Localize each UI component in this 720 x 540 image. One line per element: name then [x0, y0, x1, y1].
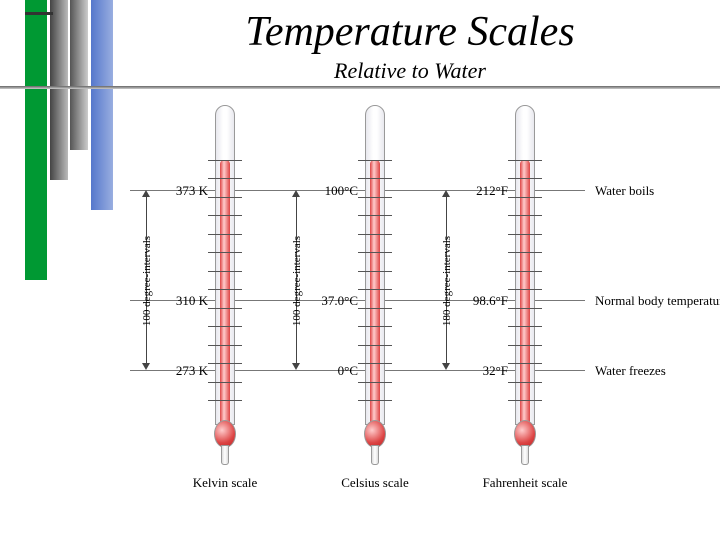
thermo-bulb [514, 420, 536, 448]
thermo-stem [521, 445, 529, 465]
celsius-freeze: 0°C [310, 363, 358, 379]
decor-bar-green [25, 0, 47, 280]
scale-name-celsius: Celsius scale [310, 475, 440, 491]
thermo-bulb [214, 420, 236, 448]
decor-bar-gray [50, 0, 68, 180]
label-water-freezes: Water freezes [595, 363, 666, 379]
thermo-stem [371, 445, 379, 465]
thermometer-diagram: Water boils Normal body temperature Wate… [130, 105, 710, 525]
celsius-body: 37.0°C [310, 293, 358, 309]
scale-name-kelvin: Kelvin scale [160, 475, 290, 491]
decor-dash [25, 12, 53, 15]
label-body-temp: Normal body temperature [595, 293, 720, 309]
celsius-boil: 100°C [310, 183, 358, 199]
fahrenheit-body: 98.6°F [460, 293, 508, 309]
kelvin-freeze: 273 K [160, 363, 208, 379]
thermo-ticks [208, 160, 242, 400]
kelvin-boil: 373 K [160, 183, 208, 199]
thermo-ticks [508, 160, 542, 400]
page-title: Temperature Scales [110, 8, 710, 56]
thermo-bulb [364, 420, 386, 448]
interval-celsius: 100 degree-intervals [290, 190, 304, 370]
decor-bar-gray [70, 0, 88, 150]
thermo-stem [221, 445, 229, 465]
title-area: Temperature Scales Relative to Water [110, 8, 710, 84]
page-subtitle: Relative to Water [110, 58, 710, 84]
divider [0, 86, 720, 89]
interval-kelvin: 100 degree-intervals [140, 190, 154, 370]
label-water-boils: Water boils [595, 183, 654, 199]
thermo-ticks [358, 160, 392, 400]
fahrenheit-boil: 212°F [460, 183, 508, 199]
kelvin-body: 310 K [160, 293, 208, 309]
fahrenheit-freeze: 32°F [460, 363, 508, 379]
scale-name-fahrenheit: Fahrenheit scale [460, 475, 590, 491]
interval-fahrenheit: 180 degree-intervals [440, 190, 454, 370]
